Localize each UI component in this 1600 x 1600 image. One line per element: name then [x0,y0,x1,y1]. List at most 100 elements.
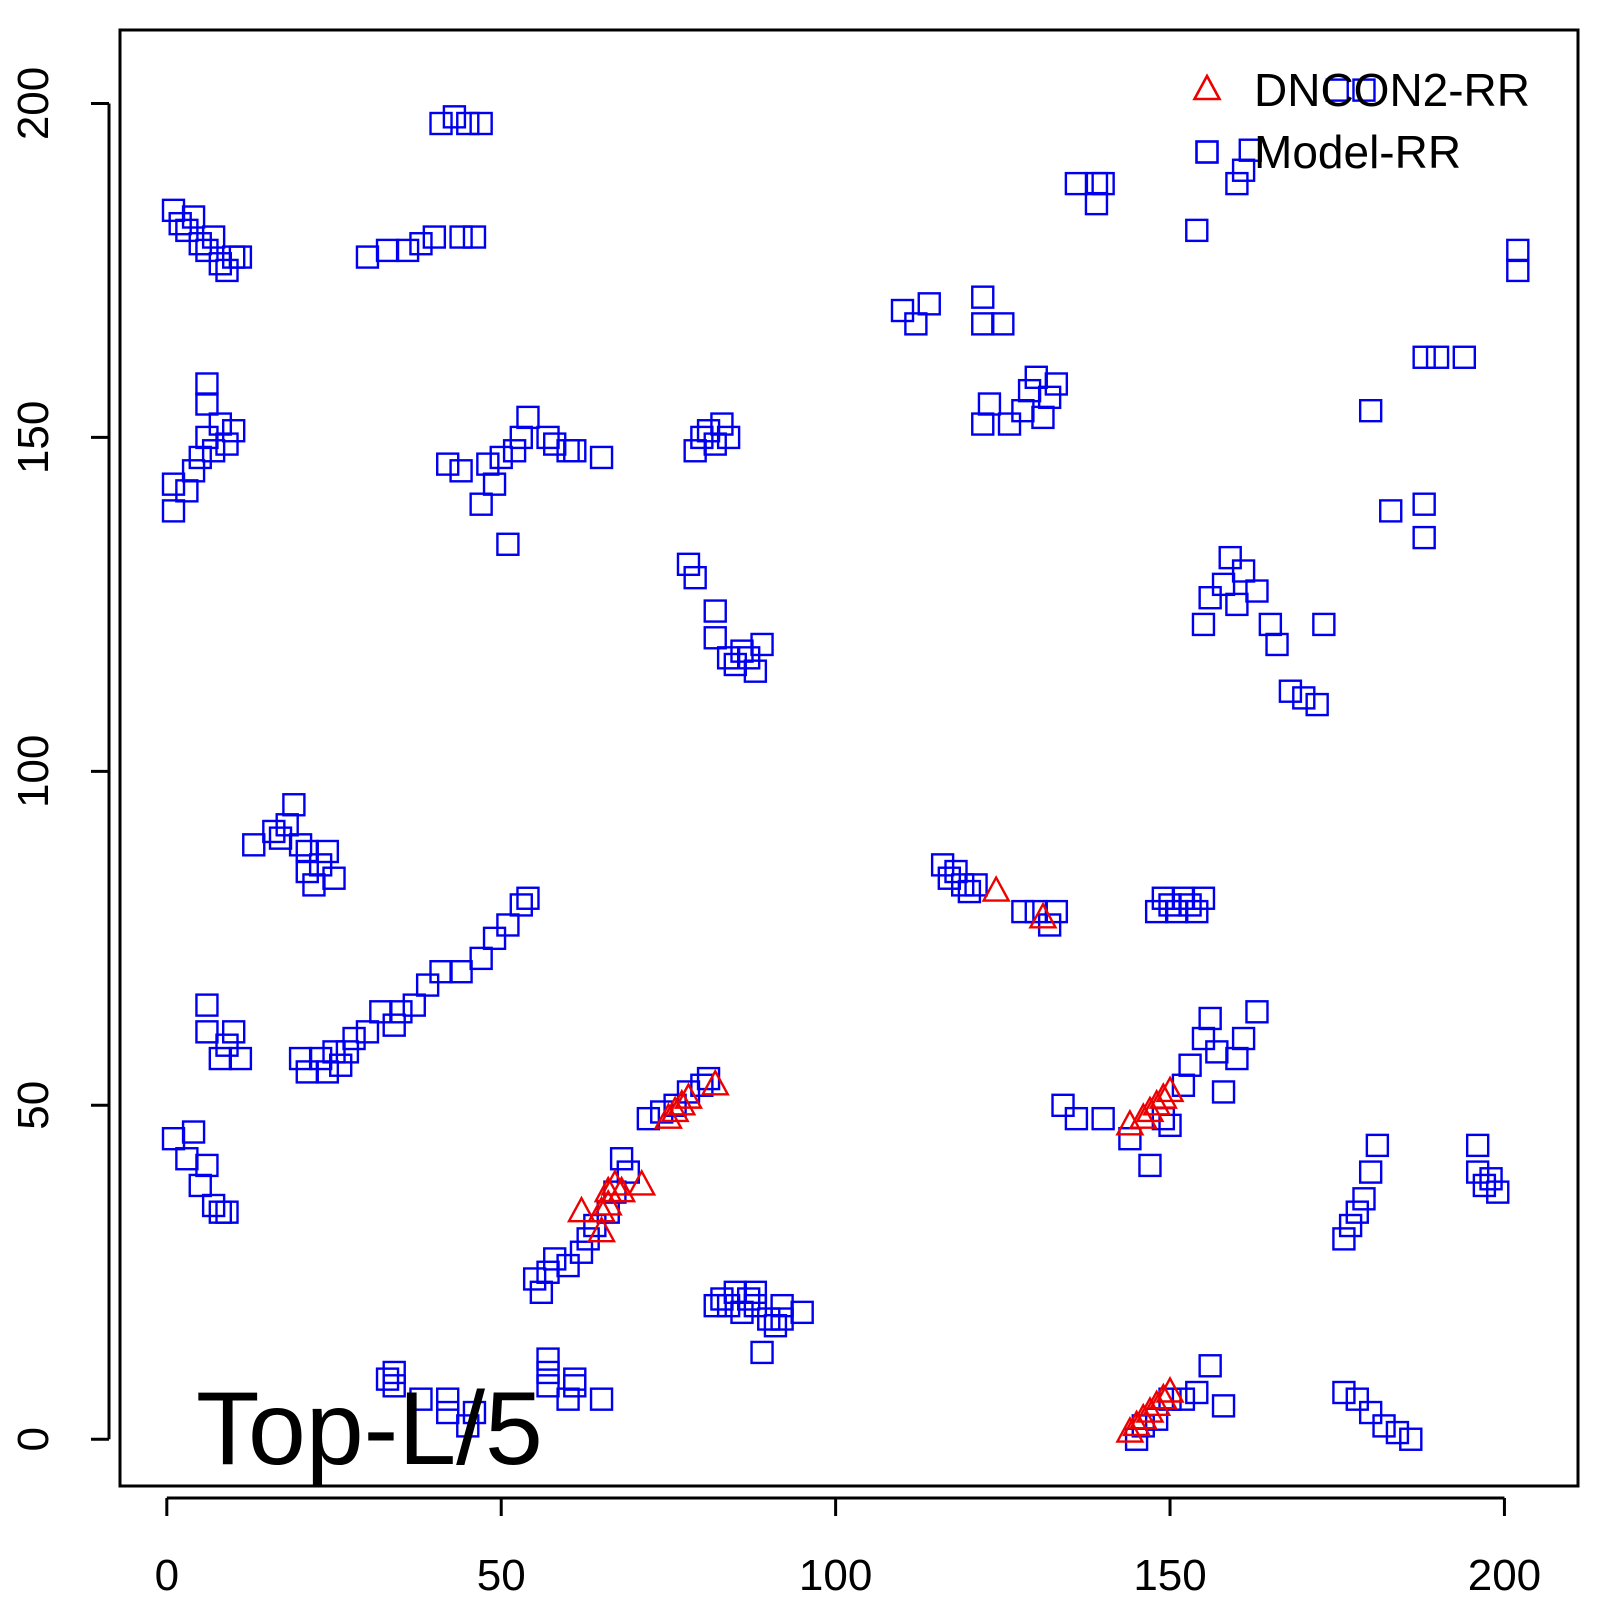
dncon2-rr-point [1115,1416,1145,1443]
model-rr-point [288,833,313,857]
model-rr-point [181,459,206,483]
model-rr-point [1358,1160,1383,1184]
model-rr-point [723,652,748,677]
model-rr-point [308,853,333,877]
model-rr-point [215,1200,239,1224]
model-rr-point [208,252,233,276]
model-rr-point [757,1307,781,1331]
model-rr-point [1198,586,1222,610]
model-rr-point [161,1126,186,1151]
model-rr-point [1231,1026,1256,1051]
model-rr-point [295,839,319,864]
model-rr-point [576,1227,600,1251]
model-rr-point [556,439,580,463]
model-rr-point [563,1367,587,1391]
model-rr-point [429,960,453,984]
model-rr-point [543,1247,567,1271]
model-rr-point [268,826,293,850]
model-rr-point [1011,398,1035,423]
series-dncon2-rr [566,875,1185,1443]
model-rr-point [1352,78,1376,102]
model-rr-point [1245,1000,1269,1024]
dncon2-rr-point [1128,1402,1158,1430]
legend-square-icon [1195,140,1219,164]
model-rr-point [703,432,727,456]
model-rr-point [489,445,513,470]
model-rr-point [1278,679,1303,703]
dncon2-rr-point [673,1082,704,1109]
model-rr-point [516,886,540,910]
model-rr-point [1044,899,1069,924]
model-rr-point [1231,559,1256,583]
legend-triangle-icon [1192,73,1222,101]
model-rr-point [1198,1354,1222,1378]
model-rr-point [1171,886,1196,910]
model-rr-point [536,1260,560,1284]
dncon2-rr-point [1148,1082,1178,1109]
model-rr-point [275,813,299,837]
model-rr-point [991,312,1015,336]
legend: DNCON2-RR Model-RR [1192,64,1530,178]
model-rr-point [522,1267,547,1291]
model-rr-point [1238,138,1262,162]
model-rr-point [703,626,727,650]
model-rr-point [763,1314,788,1338]
model-rr-point [208,1046,233,1071]
model-rr-point [1465,1160,1490,1184]
model-rr-point [476,452,500,476]
model-rr-point [750,632,774,657]
model-rr-point [1332,1380,1356,1405]
model-rr-point [181,205,206,229]
model-rr-point [175,218,199,243]
model-rr-point [676,552,701,577]
model-rr-point [208,1200,233,1224]
model-rr-point [295,859,319,884]
model-rr-point [355,1020,380,1044]
model-rr-point [1225,171,1249,196]
dncon2-rr-point [600,1168,630,1196]
model-rr-point [228,1046,253,1071]
model-rr-point [442,105,467,129]
panel-label: Top-L/5 [196,1371,543,1487]
model-rr-point [1185,1380,1209,1405]
dncon2-rr-point [1122,1409,1152,1437]
model-rr-point [509,893,533,917]
model-rr-point [469,111,493,136]
model-rr-point [1372,1414,1396,1438]
model-rr-point [770,1307,794,1331]
model-rr-point [1171,1073,1196,1097]
model-rr-point [335,1040,360,1064]
model-rr-point [369,1000,393,1024]
model-rr-point [181,1120,206,1144]
model-rr-point [195,425,219,450]
dncon2-rr-point [660,1095,690,1123]
model-rr-point [790,1300,814,1325]
model-rr-point [977,392,1002,416]
model-rr-point [690,1073,714,1097]
model-rr-point [1011,899,1035,924]
model-rr-point [195,1153,219,1178]
model-rr-point [529,1280,554,1305]
model-rr-point [1292,686,1316,710]
model-rr-point [964,873,988,897]
model-rr-point [389,1000,413,1024]
model-rr-point [201,1193,226,1218]
model-rr-point [1198,1006,1222,1031]
model-rr-point [1084,171,1109,196]
model-rr-point [409,232,433,256]
x-tick-label: 0 [155,1551,179,1600]
model-rr-point [1118,1126,1142,1151]
model-rr-point [1312,612,1336,637]
dncon2-rr-point [593,1188,623,1216]
model-rr-point [288,1046,313,1071]
model-rr-point [322,866,346,890]
model-rr-point [589,1387,614,1411]
legend-label: DNCON2-RR [1254,64,1530,116]
y-tick-label: 0 [9,1427,58,1451]
dncon2-rr-point [700,1068,730,1096]
model-rr-point [502,439,527,463]
dncon2-rr-point [981,875,1011,902]
x-axis: 0 50 100 150 200 [155,1496,1541,1600]
y-tick-label: 100 [9,735,58,808]
